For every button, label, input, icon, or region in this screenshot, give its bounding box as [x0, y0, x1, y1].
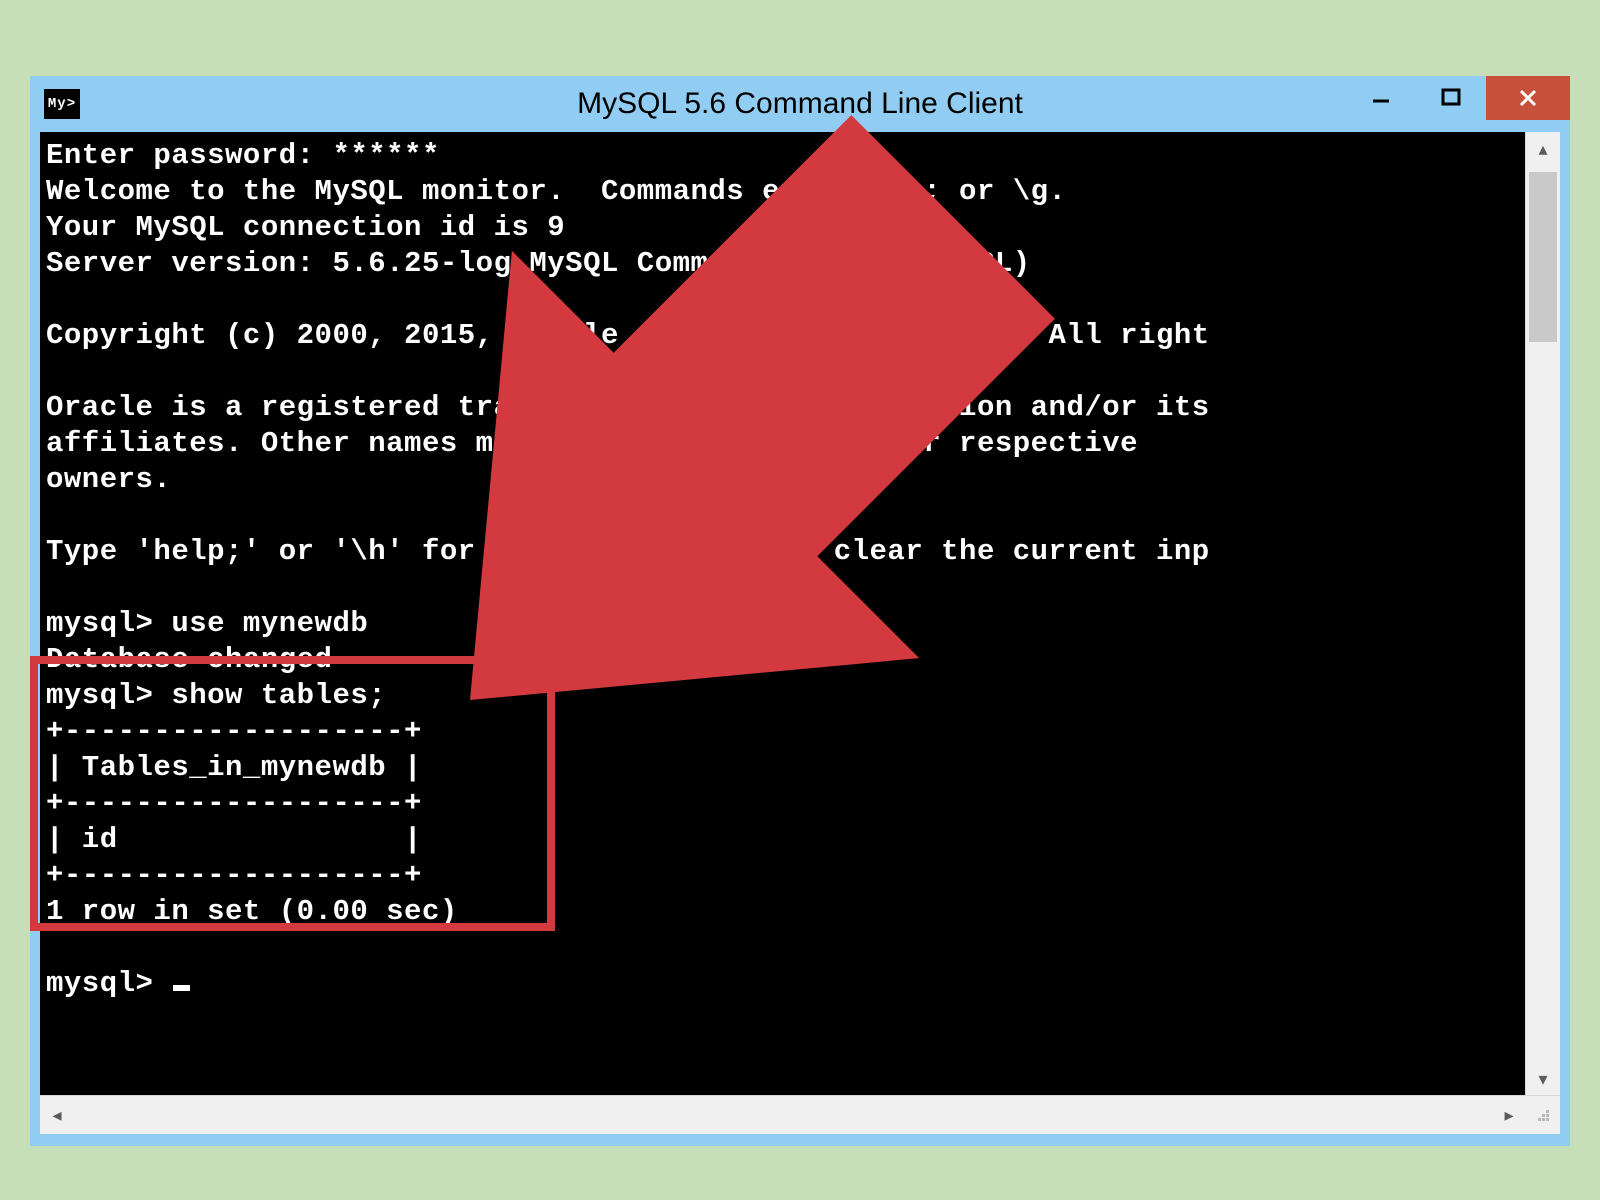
terminal-with-vscroll: Enter password: ****** Welcome to the My…: [40, 132, 1560, 1096]
titlebar[interactable]: My> MySQL 5.6 Command Line Client: [30, 76, 1570, 132]
window-client-area: Enter password: ****** Welcome to the My…: [40, 132, 1560, 1134]
app-window: My> MySQL 5.6 Command Line Client: [30, 76, 1570, 1146]
app-icon: My>: [44, 89, 80, 119]
vertical-scrollbar[interactable]: ▴ ▾: [1525, 132, 1560, 1096]
scroll-right-arrow-icon[interactable]: ▸: [1492, 1096, 1526, 1134]
resize-grip-icon[interactable]: [1526, 1096, 1560, 1134]
window-title: MySQL 5.6 Command Line Client: [30, 87, 1570, 121]
scroll-left-arrow-icon[interactable]: ◂: [40, 1096, 74, 1134]
window-controls: [1346, 76, 1570, 120]
vertical-scrollbar-thumb[interactable]: [1529, 172, 1557, 342]
maximize-button[interactable]: [1416, 76, 1486, 120]
app-icon-text: My>: [48, 96, 76, 112]
stage: My> MySQL 5.6 Command Line Client: [0, 0, 1600, 1200]
close-button[interactable]: [1486, 76, 1570, 120]
maximize-icon: [1440, 87, 1462, 109]
scroll-up-arrow-icon[interactable]: ▴: [1526, 132, 1560, 166]
minimize-icon: [1370, 87, 1392, 109]
horizontal-scrollbar[interactable]: ◂ ▸: [40, 1095, 1560, 1134]
close-icon: [1517, 87, 1539, 109]
terminal[interactable]: Enter password: ****** Welcome to the My…: [40, 132, 1525, 1096]
minimize-button[interactable]: [1346, 76, 1416, 120]
scroll-down-arrow-icon[interactable]: ▾: [1526, 1062, 1560, 1096]
